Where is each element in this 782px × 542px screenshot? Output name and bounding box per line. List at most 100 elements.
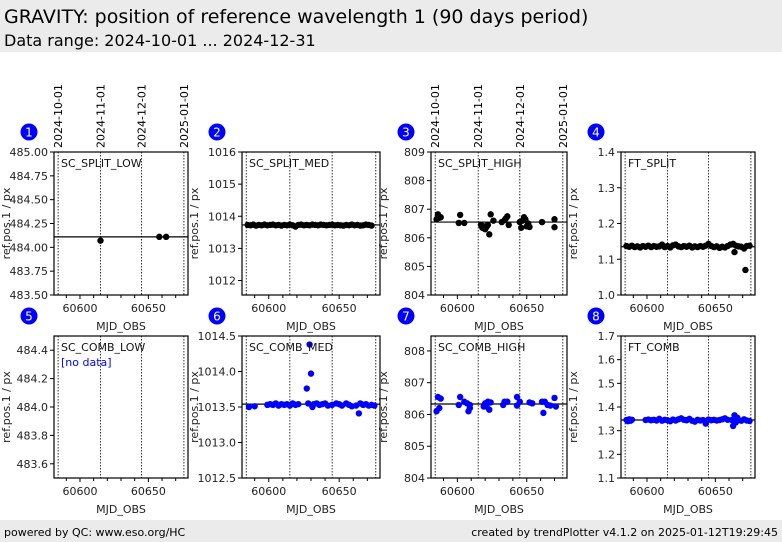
panel-label: SC_COMB_MED bbox=[249, 341, 333, 354]
data-point bbox=[455, 401, 462, 409]
y-tick-label: 1.7 bbox=[598, 330, 616, 343]
data-point bbox=[552, 403, 560, 410]
plot-frame bbox=[53, 151, 189, 296]
y-tick-label: 483.6 bbox=[17, 458, 49, 471]
date-tick-label: 2024-10-01 bbox=[429, 84, 442, 148]
data-point bbox=[437, 395, 444, 402]
y-tick-label: 807 bbox=[404, 203, 425, 216]
y-tick-label: 1.2 bbox=[598, 448, 616, 461]
y-tick-label: 1013 bbox=[208, 242, 236, 255]
panel-4: 4 1.0 1.1 1.2 1.3 1.4 60600 60650 MJD_OBS ref.pos… bbox=[567, 123, 756, 333]
y-tick-label: 1.1 bbox=[598, 253, 616, 266]
data-point bbox=[547, 402, 554, 409]
data-point bbox=[529, 400, 536, 407]
y-tick-label: 483.8 bbox=[17, 429, 49, 442]
x-tick-label: 60600 bbox=[629, 302, 664, 315]
y-tick-label: 804 bbox=[404, 472, 425, 485]
data-point bbox=[455, 219, 462, 227]
plot-frame bbox=[241, 335, 381, 479]
panel-number-badge bbox=[397, 123, 415, 141]
y-tick-label: 1.1 bbox=[598, 472, 616, 485]
y-axis-label: ref.pos.1 / px bbox=[567, 187, 580, 259]
x-axis-label: MJD_OBS bbox=[286, 320, 336, 333]
data-point bbox=[487, 211, 494, 218]
page-subtitle: Data range: 2024-10-01 ... 2024-12-31 bbox=[4, 31, 316, 50]
y-tick-label: 805 bbox=[404, 260, 425, 273]
data-point bbox=[746, 417, 753, 425]
data-point bbox=[504, 398, 511, 405]
y-tick-label: 1014 bbox=[208, 210, 236, 223]
y-tick-label: 1016 bbox=[208, 146, 236, 159]
data-point bbox=[456, 393, 464, 401]
data-point bbox=[551, 394, 558, 402]
y-axis-label: ref.pos.1 / px bbox=[377, 371, 390, 443]
y-tick-label: 483.75 bbox=[10, 265, 49, 278]
x-axis-label: MJD_OBS bbox=[286, 503, 336, 516]
x-axis-label: MJD_OBS bbox=[663, 320, 713, 333]
panel-number-badge bbox=[208, 123, 226, 141]
date-tick-label: 2024-11-01 bbox=[472, 84, 485, 148]
data-point bbox=[306, 341, 313, 348]
plot-frame bbox=[241, 151, 381, 296]
y-tick-label: 807 bbox=[404, 377, 425, 390]
x-axis-label: MJD_OBS bbox=[474, 320, 524, 333]
x-tick-label: 60650 bbox=[131, 485, 166, 498]
x-tick-label: 60650 bbox=[322, 485, 357, 498]
plot-frame bbox=[430, 335, 568, 479]
x-tick-label: 60600 bbox=[62, 485, 97, 498]
date-tick-label: 2024-12-01 bbox=[514, 84, 527, 148]
y-tick-label: 485.00 bbox=[10, 146, 49, 159]
y-axis-label: ref.pos.1 / px bbox=[567, 371, 580, 443]
y-tick-label: 1014.5 bbox=[198, 330, 237, 343]
data-point bbox=[746, 242, 753, 249]
date-tick-label: 2024-10-01 bbox=[52, 84, 65, 148]
y-tick-label: 1014.0 bbox=[198, 366, 237, 379]
y-axis-label: ref.pos.1 / px bbox=[0, 371, 13, 443]
panel-3: 3 2024-10-01 2024-11-01 2024-12-01 2025-01-0… bbox=[377, 84, 570, 333]
y-tick-label: 484.4 bbox=[17, 344, 49, 357]
x-tick-label: 60650 bbox=[131, 302, 166, 315]
data-point bbox=[486, 406, 493, 413]
date-tick-label: 2024-12-01 bbox=[136, 84, 149, 148]
data-point bbox=[490, 217, 497, 224]
data-point bbox=[505, 221, 512, 229]
panel-number-badge bbox=[587, 123, 605, 141]
x-tick-label: 60600 bbox=[440, 302, 475, 315]
y-tick-label: 484.00 bbox=[10, 241, 49, 254]
panel-number-badge bbox=[587, 307, 605, 325]
x-tick-label: 60650 bbox=[698, 302, 733, 315]
data-point bbox=[304, 400, 312, 407]
x-tick-label: 60600 bbox=[251, 302, 286, 315]
y-axis-label: ref.pos.1 / px bbox=[0, 187, 13, 259]
y-tick-label: 1012 bbox=[208, 275, 236, 288]
data-point bbox=[162, 233, 170, 241]
data-point bbox=[156, 233, 163, 241]
x-axis-label: MJD_OBS bbox=[663, 503, 713, 516]
y-axis-label: ref.pos.1 / px bbox=[377, 187, 390, 259]
y-axis-label: ref.pos.1 / px bbox=[188, 371, 201, 443]
y-tick-label: 805 bbox=[404, 440, 425, 453]
y-tick-label: 1.4 bbox=[598, 401, 616, 414]
y-tick-label: 1013.5 bbox=[198, 401, 237, 414]
x-tick-label: 60650 bbox=[509, 485, 544, 498]
page-title: GRAVITY: position of reference wavelengt… bbox=[4, 6, 589, 28]
data-point bbox=[295, 400, 302, 408]
data-point bbox=[303, 385, 310, 392]
data-point bbox=[526, 223, 533, 231]
data-point bbox=[551, 216, 558, 223]
footer-bar: powered by QC: www.eso.org/HC created by… bbox=[0, 520, 782, 542]
x-axis-label: MJD_OBS bbox=[96, 503, 146, 516]
panel-5: 5 483.6 483.8 484.0 484.2 484.4 60600 60650 MJD_… bbox=[0, 307, 189, 516]
y-tick-label: 1.0 bbox=[598, 289, 616, 302]
data-point bbox=[307, 370, 315, 377]
data-point bbox=[368, 222, 375, 229]
x-tick-label: 60600 bbox=[629, 485, 664, 498]
y-tick-label: 484.25 bbox=[10, 218, 49, 231]
x-tick-label: 60600 bbox=[62, 302, 97, 315]
panel-2: 2 1012 1013 1014 1015 1016 60600 60650 MJD_OBS re… bbox=[188, 123, 381, 333]
y-tick-label: 1.5 bbox=[598, 377, 616, 390]
y-tick-label: 484.75 bbox=[10, 170, 49, 183]
data-point bbox=[551, 224, 558, 231]
